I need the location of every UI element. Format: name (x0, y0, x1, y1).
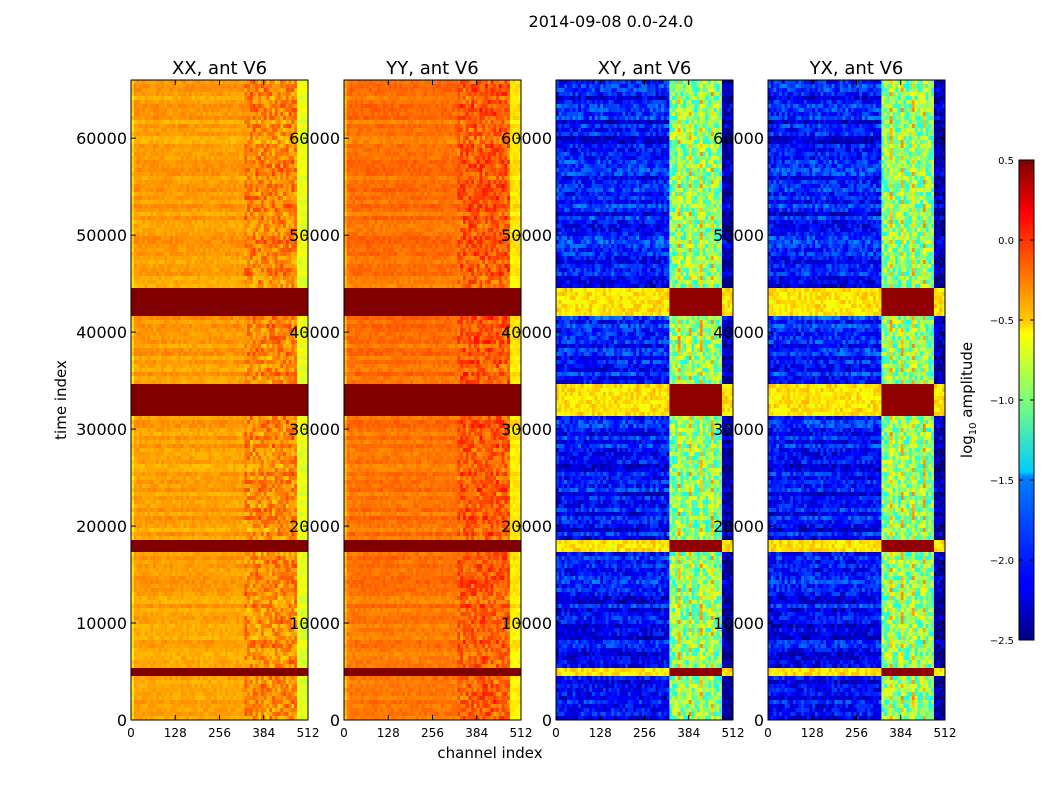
figure-suptitle: 2014-09-08 0.0-24.0 (529, 12, 694, 31)
figure: 2014-09-08 0.0-24.0 XX, ant V60 128 256 384… (0, 0, 1050, 800)
panel-xx: XX, ant V60 128 256 384 51201000020000300004… (76, 58, 319, 740)
panels: XX, ant V60 128 256 384 51201000020000300004… (76, 58, 956, 740)
heatmap-xx (131, 80, 309, 721)
